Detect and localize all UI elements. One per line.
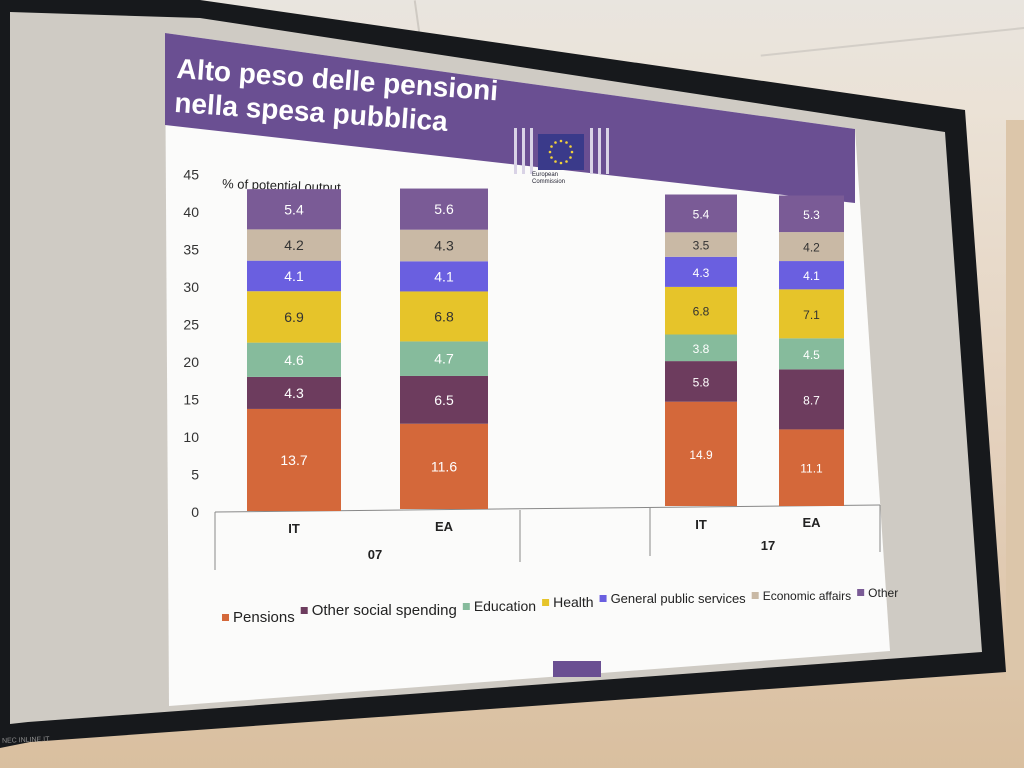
bar-segment: [779, 261, 844, 290]
y-tick-label: 35: [183, 242, 199, 258]
slide-footer-tab: [553, 661, 601, 677]
data-label: 3.8: [693, 342, 710, 356]
bar-segment: [665, 194, 737, 233]
legend-swatch: [462, 603, 470, 610]
data-label: 4.1: [434, 268, 454, 284]
data-label: 3.5: [693, 239, 710, 253]
bar-segment: [665, 232, 737, 257]
data-label: 4.6: [284, 352, 304, 368]
data-label: 4.3: [284, 385, 304, 401]
y-tick-label: 45: [183, 167, 199, 183]
x-group-label: 07: [368, 547, 382, 562]
bar-segment: [779, 195, 844, 233]
y-tick-label: 25: [183, 317, 199, 333]
data-label: 4.1: [803, 269, 820, 283]
logo-stripe: [530, 128, 533, 174]
logo-stripe: [514, 128, 517, 174]
bar-segment: [247, 291, 341, 343]
data-label: 14.9: [689, 448, 713, 462]
bar-segment: [400, 291, 488, 342]
data-label: 7.1: [803, 308, 820, 322]
bar-segment: [247, 229, 341, 261]
x-tick-label: EA: [435, 519, 454, 534]
x-group-label: 17: [761, 538, 775, 553]
y-tick-label: 15: [183, 392, 199, 408]
logo-text: European Commission: [532, 172, 566, 185]
logo-stripe: [606, 128, 609, 174]
eu-flag-icon: [538, 134, 584, 170]
data-label: 4.5: [803, 348, 820, 362]
bar-segment: [665, 256, 737, 287]
data-label: 4.2: [284, 237, 304, 253]
y-tick-label: 5: [191, 467, 199, 483]
legend-label: Health: [553, 594, 593, 610]
bar-segment: [247, 376, 341, 409]
bar-segment: [779, 232, 844, 262]
bar-segment: [665, 286, 737, 335]
bar-segment: [779, 289, 844, 339]
bar-segment: [247, 260, 341, 292]
logo-stripe: [590, 128, 593, 174]
bar-segment: [247, 189, 341, 230]
european-commission-logo: European Commission: [508, 114, 616, 198]
legend-label: Economic affairs: [763, 589, 851, 603]
data-label: 5.8: [693, 375, 710, 389]
data-label: 8.7: [803, 393, 820, 407]
y-tick-label: 0: [191, 504, 199, 520]
data-label: 4.3: [693, 266, 710, 280]
data-label: 4.1: [284, 268, 304, 284]
legend-label: Other: [868, 586, 898, 600]
legend-label: Pensions: [233, 609, 295, 626]
x-tick-label: IT: [695, 517, 707, 532]
x-tick-label: IT: [288, 521, 300, 536]
y-tick-label: 20: [183, 354, 199, 370]
bar-segment: [779, 429, 844, 506]
data-label: 5.3: [803, 208, 820, 222]
data-label: 6.8: [434, 308, 454, 324]
bar-segment: [400, 375, 488, 424]
bar-segment: [400, 261, 488, 292]
data-label: 6.9: [284, 309, 304, 325]
legend-label: Other social spending: [312, 602, 457, 619]
data-label: 4.7: [434, 351, 454, 367]
x-tick-label: EA: [802, 515, 821, 530]
bar-segment: [400, 341, 488, 376]
bar-segment: [665, 401, 737, 506]
legend-swatch: [542, 599, 550, 606]
data-label: 5.4: [284, 201, 304, 217]
data-label: 4.2: [803, 241, 820, 255]
legend-label: Education: [474, 598, 536, 614]
data-label: 11.1: [800, 462, 823, 476]
bar-segment: [779, 338, 844, 370]
legend-swatch: [222, 614, 229, 621]
bar-segment: [400, 229, 488, 262]
logo-stripe: [522, 128, 525, 174]
data-label: 5.4: [693, 207, 710, 221]
y-tick-label: 40: [183, 204, 199, 220]
data-label: 6.8: [693, 305, 710, 319]
bar-segment: [247, 342, 341, 377]
bar-segment: [247, 408, 341, 511]
legend-swatch: [599, 595, 607, 602]
data-label: 6.5: [434, 392, 454, 408]
bar-segment: [665, 361, 737, 402]
bar-segment: [400, 423, 488, 509]
legend-swatch: [751, 592, 759, 599]
data-label: 13.7: [280, 452, 307, 468]
bar-segment: [665, 334, 737, 362]
legend-swatch: [300, 607, 308, 614]
y-tick-label: 30: [183, 279, 199, 295]
data-label: 4.3: [434, 238, 454, 254]
legend-label: General public services: [611, 591, 747, 606]
bar-segment: [400, 188, 488, 230]
logo-stripe: [598, 128, 601, 174]
data-label: 5.6: [434, 201, 454, 217]
y-tick-label: 10: [183, 429, 199, 445]
bar-segment: [779, 369, 844, 430]
legend-swatch: [857, 589, 865, 596]
wall: [1006, 120, 1024, 680]
data-label: 11.6: [431, 458, 457, 474]
